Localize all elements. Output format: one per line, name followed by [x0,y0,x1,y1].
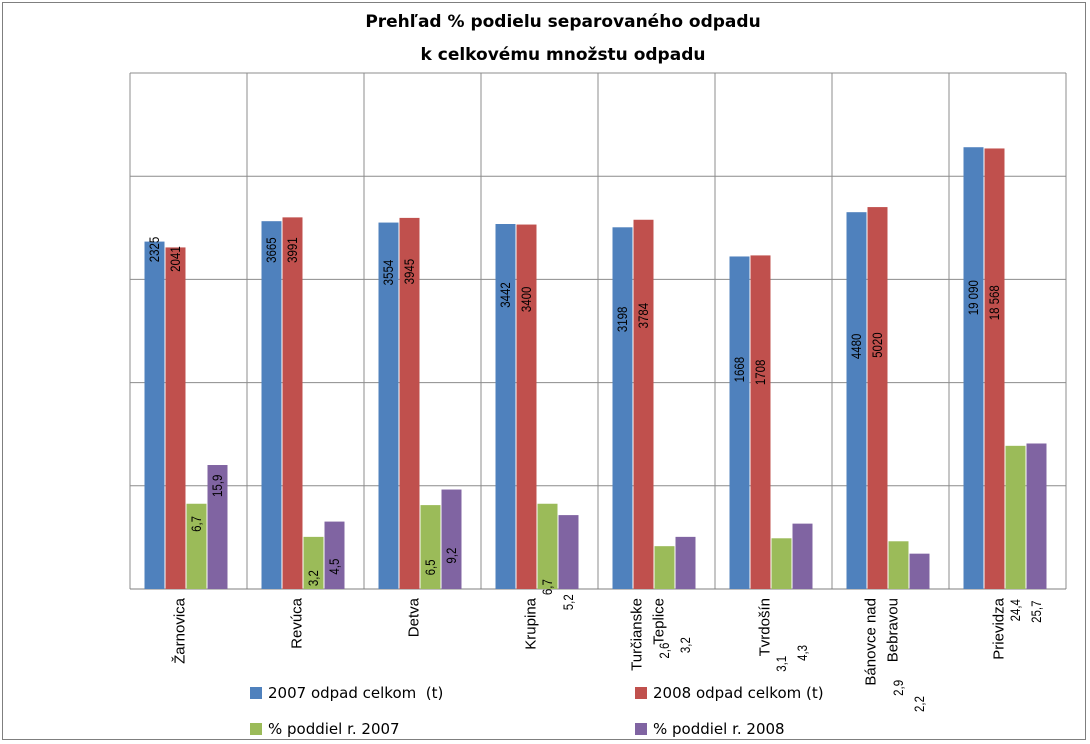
legend-label-2007-percent: % poddiel r. 2007 [268,720,400,738]
legend-label-2007-total: 2007 odpad celkom (t) [268,684,444,702]
data-label: 1708 [752,360,768,386]
chart-title-line-1: Prehľad % podielu separovaného odpadu [365,12,761,32]
data-label: 5,2 [560,594,576,610]
bar-2-2 [420,505,441,589]
legend-label-2008-percent: % poddiel r. 2008 [653,720,785,738]
bar-3-3 [558,515,579,589]
bar-0-1 [261,221,282,589]
category-label: Prievidza [991,597,1008,659]
legend-swatch-2007-total [250,687,262,699]
data-label: 4,3 [794,645,810,661]
bar-2-0 [186,503,207,589]
bar-1-0 [165,247,186,589]
data-label: 19 090 [965,280,981,315]
data-label: 1668 [731,357,747,383]
bar-1-2 [399,217,420,590]
bar-0-5 [729,256,750,589]
data-label: 15,9 [209,475,225,497]
data-label: 9,2 [443,548,459,564]
data-label: 3991 [284,237,300,263]
category-label: Krupina [523,597,540,649]
data-label: 2,9 [890,680,906,696]
bar-3-2 [441,489,462,589]
data-label: 24,4 [1007,599,1023,621]
data-label: 3198 [614,307,630,333]
bar-3-5 [792,523,813,589]
bar-3-6 [909,553,930,589]
bar-2-4 [654,546,675,589]
data-label: 2041 [167,246,183,272]
legend-item-2008-percent: % poddiel r. 2008 [635,720,785,738]
bar-3-1 [324,521,345,589]
data-label: 5020 [869,332,885,358]
bar-0-0 [144,241,165,589]
data-label: 2,6 [656,643,672,659]
bar-0-6 [846,212,867,589]
data-label: 3,2 [677,637,693,653]
legend-swatch-2007-percent [250,723,262,735]
bar-0-2 [378,222,399,589]
bar-3-7 [1026,443,1047,589]
data-label: 3,2 [305,570,321,586]
data-label: 3945 [401,259,417,285]
legend-item-2007-percent: % poddiel r. 2007 [250,720,400,738]
category-label: Tvrdošín [757,598,774,656]
data-label: 25,7 [1028,601,1044,623]
bar-1-5 [750,255,771,589]
legend-item-2007-total: 2007 odpad celkom (t) [250,684,443,702]
legend-label-2008-total: 2008 odpad celkom (t) [653,684,824,702]
data-label: 6,5 [422,559,438,575]
category-label: Turčianske [629,598,646,671]
data-label: 4480 [848,334,864,360]
legend-swatch-2008-total [635,687,647,699]
chart-title-line-2: k celkovému množstu odpadu [420,45,706,65]
category-label: Bánovce nad [863,598,880,686]
data-label: 2325 [146,237,162,263]
bar-2-7 [1005,445,1026,589]
data-label: 3400 [518,287,534,313]
bar-3-0 [207,465,228,589]
category-label: Teplice [651,598,668,645]
category-label: Revúca [289,597,306,649]
data-label: 3442 [497,282,513,308]
data-label: 3665 [263,237,279,263]
data-label: 6,7 [539,579,555,595]
bar-2-5 [771,538,792,589]
bar-2-1 [303,536,324,589]
data-label: 4,5 [326,559,342,575]
bar-1-7 [984,148,1005,589]
bar-2-3 [537,503,558,589]
bar-0-3 [495,224,516,590]
legend-swatch-2008-percent [635,723,647,735]
data-label: 3554 [380,260,396,286]
category-label: Bebravou [885,598,902,662]
bar-0-4 [612,227,633,589]
bar-1-4 [633,219,654,590]
bar-1-3 [516,224,537,589]
data-label: 6,7 [188,516,204,532]
bar-0-7 [963,147,984,589]
data-label: 18 568 [986,285,1002,320]
data-label: 2,2 [911,696,927,712]
category-label: Detva [406,597,423,637]
legend-item-2008-total: 2008 odpad celkom (t) [635,684,824,702]
category-label: Žarnovica [172,597,189,664]
bar-1-6 [867,207,888,589]
data-label: 3,1 [773,656,789,672]
data-label: 3784 [635,303,651,329]
bar-2-6 [888,541,909,589]
bar-1-1 [282,217,303,590]
bar-3-4 [675,536,696,589]
